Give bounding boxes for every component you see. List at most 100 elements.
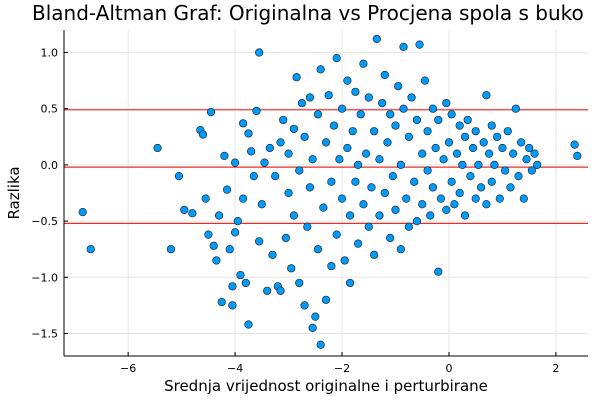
reference-lines	[64, 109, 588, 224]
data-point	[364, 222, 373, 231]
chart-title: Bland-Altman Graf: Originalna vs Procjen…	[32, 1, 584, 25]
data-point	[466, 172, 475, 181]
data-point	[509, 149, 518, 158]
data-point	[525, 143, 534, 153]
data-point	[517, 138, 526, 147]
data-point	[228, 301, 237, 310]
data-point	[402, 194, 411, 203]
data-point	[327, 177, 336, 186]
data-point	[444, 138, 454, 147]
data-point	[447, 110, 456, 119]
y-axis-label: Razlika	[5, 166, 23, 219]
data-point	[295, 166, 304, 175]
data-point	[353, 239, 363, 248]
data-point	[276, 286, 285, 295]
data-point	[300, 301, 309, 310]
data-point	[530, 149, 539, 158]
data-point	[188, 209, 197, 218]
data-point	[404, 222, 413, 231]
data-point	[386, 233, 395, 243]
y-tick-label: 0.5	[41, 103, 59, 116]
data-point	[297, 98, 307, 108]
data-point	[490, 160, 499, 169]
data-point	[247, 147, 256, 156]
data-point	[372, 34, 381, 44]
data-point	[463, 115, 472, 125]
data-point	[519, 194, 528, 203]
data-point	[391, 205, 400, 214]
data-point	[471, 127, 480, 136]
data-point	[313, 110, 323, 119]
data-point	[241, 278, 250, 288]
data-point	[573, 151, 582, 160]
data-point	[78, 208, 87, 217]
y-tick-label: −1.0	[31, 271, 58, 284]
data-point	[375, 211, 384, 220]
data-point	[244, 320, 253, 329]
data-point	[418, 200, 427, 209]
data-point	[289, 124, 299, 134]
data-point	[455, 121, 464, 130]
y-tick-label: 0.0	[41, 159, 59, 172]
data-point	[460, 211, 470, 220]
data-point	[482, 200, 491, 209]
data-point	[375, 155, 384, 164]
data-point	[284, 149, 293, 158]
data-point	[412, 217, 422, 226]
data-point	[471, 194, 480, 203]
data-point	[455, 188, 464, 198]
data-point	[279, 115, 288, 125]
data-point	[324, 91, 333, 100]
data-point	[482, 91, 491, 100]
data-point	[166, 245, 176, 254]
data-point	[428, 183, 438, 192]
data-point	[327, 261, 336, 271]
data-point	[386, 110, 395, 119]
data-point	[476, 183, 486, 192]
data-point	[345, 211, 355, 220]
data-point	[329, 121, 339, 130]
data-point	[345, 278, 355, 288]
data-point	[300, 132, 309, 141]
data-point	[351, 87, 360, 96]
data-point	[276, 138, 285, 147]
data-point	[305, 93, 315, 102]
data-point	[383, 138, 392, 147]
data-point	[367, 183, 376, 192]
data-point	[337, 104, 347, 113]
data-point	[220, 151, 229, 160]
data-point	[214, 211, 224, 220]
x-tick-label: −4	[227, 362, 243, 375]
data-point	[380, 188, 389, 198]
data-point	[436, 194, 446, 203]
data-point	[244, 129, 253, 138]
data-point	[233, 217, 242, 226]
data-point	[418, 149, 427, 158]
data-point	[359, 200, 368, 209]
data-point	[268, 250, 277, 259]
data-point	[249, 172, 258, 181]
data-point	[343, 76, 352, 85]
data-point	[340, 256, 349, 265]
data-point	[343, 143, 352, 153]
data-point	[228, 282, 237, 291]
data-point	[484, 149, 494, 158]
data-point	[359, 59, 368, 68]
data-point	[255, 48, 264, 57]
data-point	[305, 183, 315, 192]
data-point	[319, 203, 328, 212]
data-point	[335, 155, 344, 164]
data-point	[570, 140, 579, 149]
x-tick-label: −6	[120, 362, 136, 375]
data-point	[423, 127, 432, 136]
data-point	[378, 98, 387, 108]
data-point	[410, 177, 419, 186]
data-point	[332, 53, 341, 63]
data-point	[209, 241, 218, 250]
data-point	[434, 115, 443, 125]
data-point	[255, 237, 264, 246]
data-point	[316, 65, 325, 74]
data-point	[428, 104, 438, 113]
data-point	[348, 127, 357, 136]
data-point	[388, 172, 397, 181]
